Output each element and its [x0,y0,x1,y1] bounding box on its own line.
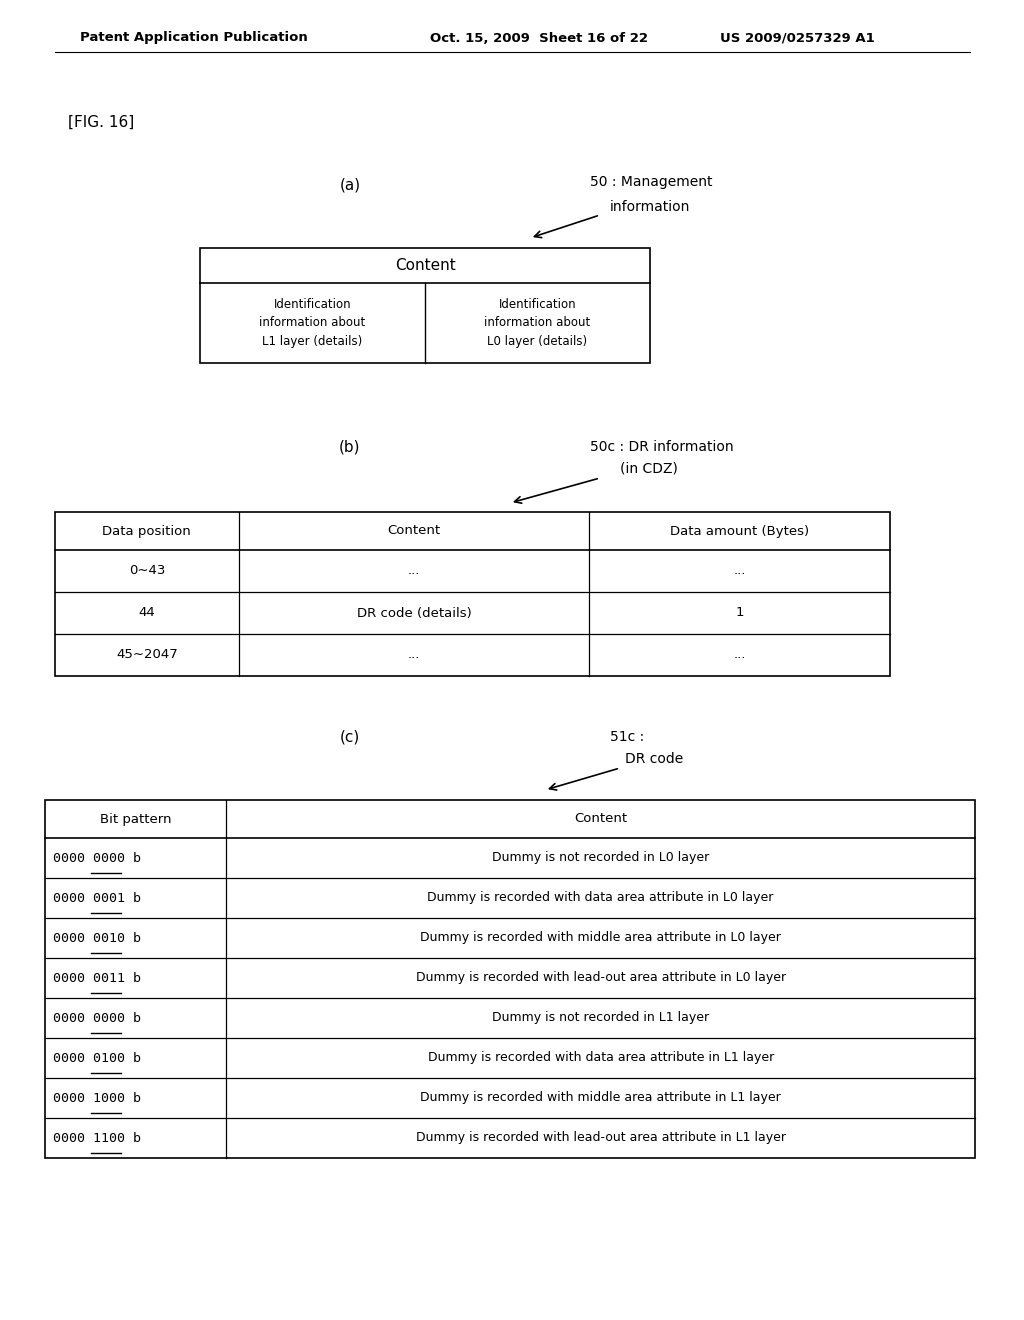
Text: Bit pattern: Bit pattern [100,813,171,825]
Text: (b): (b) [339,440,360,455]
Text: 0000 0011 b: 0000 0011 b [53,972,141,985]
Text: Dummy is recorded with data area attribute in L0 layer: Dummy is recorded with data area attribu… [427,891,774,904]
Text: Content: Content [574,813,628,825]
Text: Dummy is recorded with middle area attribute in L1 layer: Dummy is recorded with middle area attri… [420,1092,781,1105]
Text: 0000 1100 b: 0000 1100 b [53,1131,141,1144]
Text: 0∼43: 0∼43 [129,565,165,578]
Text: [FIG. 16]: [FIG. 16] [68,115,134,129]
Text: Dummy is not recorded in L0 layer: Dummy is not recorded in L0 layer [493,851,710,865]
Text: Dummy is not recorded in L1 layer: Dummy is not recorded in L1 layer [493,1011,710,1024]
Bar [55,512,890,676]
Text: Oct. 15, 2009  Sheet 16 of 22: Oct. 15, 2009 Sheet 16 of 22 [430,32,648,45]
Text: 1: 1 [735,606,744,619]
Text: 50c : DR information: 50c : DR information [590,440,733,454]
Text: 0000 1000 b: 0000 1000 b [53,1092,141,1105]
Text: Data amount (Bytes): Data amount (Bytes) [670,524,809,537]
Text: Dummy is recorded with lead-out area attribute in L0 layer: Dummy is recorded with lead-out area att… [416,972,785,985]
Text: 0000 0000 b: 0000 0000 b [53,851,141,865]
Text: Data position: Data position [102,524,191,537]
Text: 0000 0001 b: 0000 0001 b [53,891,141,904]
Text: Identification
information about
L0 layer (details): Identification information about L0 laye… [484,298,591,347]
Text: 44: 44 [138,606,156,619]
Bar [200,248,650,363]
Text: DR code: DR code [625,752,683,766]
Text: Dummy is recorded with middle area attribute in L0 layer: Dummy is recorded with middle area attri… [420,932,781,945]
Text: 0000 0000 b: 0000 0000 b [53,1011,141,1024]
Text: 0000 0100 b: 0000 0100 b [53,1052,141,1064]
Text: 45∼2047: 45∼2047 [116,648,178,661]
Text: 51c :: 51c : [610,730,644,744]
Text: ...: ... [733,565,745,578]
Text: (a): (a) [339,178,360,193]
Text: Patent Application Publication: Patent Application Publication [80,32,308,45]
Text: US 2009/0257329 A1: US 2009/0257329 A1 [720,32,874,45]
Text: (in CDZ): (in CDZ) [620,462,678,477]
Text: 50 : Management: 50 : Management [590,176,713,189]
Text: ...: ... [733,648,745,661]
Text: ...: ... [408,648,420,661]
Text: Identification
information about
L1 layer (details): Identification information about L1 laye… [259,298,366,347]
Bar [45,800,975,1158]
Text: Content: Content [394,257,456,273]
Text: ...: ... [408,565,420,578]
Text: Dummy is recorded with lead-out area attribute in L1 layer: Dummy is recorded with lead-out area att… [416,1131,785,1144]
Text: 0000 0010 b: 0000 0010 b [53,932,141,945]
Text: information: information [610,201,690,214]
Text: Content: Content [387,524,440,537]
Text: DR code (details): DR code (details) [356,606,471,619]
Text: (c): (c) [340,730,360,744]
Text: Dummy is recorded with data area attribute in L1 layer: Dummy is recorded with data area attribu… [428,1052,774,1064]
